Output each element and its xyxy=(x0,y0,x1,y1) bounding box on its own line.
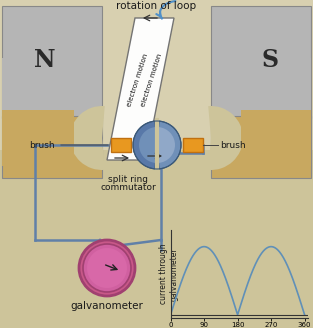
Bar xyxy=(111,138,131,152)
Bar xyxy=(211,116,311,178)
Text: electron motion: electron motion xyxy=(126,53,149,107)
Circle shape xyxy=(79,240,135,296)
Text: commutator: commutator xyxy=(100,183,156,193)
Circle shape xyxy=(83,244,131,292)
Bar xyxy=(241,110,311,166)
Text: galvanometer: galvanometer xyxy=(70,301,143,311)
Circle shape xyxy=(87,248,127,288)
Text: electron motion: electron motion xyxy=(141,53,163,107)
Wedge shape xyxy=(208,106,243,170)
Wedge shape xyxy=(157,127,175,163)
Bar xyxy=(183,138,203,152)
Bar xyxy=(0,0,313,150)
Y-axis label: current through
galvanometer: current through galvanometer xyxy=(160,244,179,304)
Bar xyxy=(2,116,102,178)
Text: brush: brush xyxy=(220,140,246,150)
Wedge shape xyxy=(70,106,105,170)
Text: brush: brush xyxy=(29,140,55,150)
Bar xyxy=(2,6,102,118)
Bar xyxy=(211,6,311,118)
Text: S: S xyxy=(261,48,279,72)
Bar xyxy=(241,58,311,110)
Bar xyxy=(2,58,74,110)
Wedge shape xyxy=(133,121,157,169)
Text: rotation of loop: rotation of loop xyxy=(116,1,196,11)
Text: split ring: split ring xyxy=(108,175,148,184)
Wedge shape xyxy=(157,121,181,169)
Text: N: N xyxy=(34,48,56,72)
Wedge shape xyxy=(139,127,157,163)
Bar xyxy=(2,110,74,166)
Polygon shape xyxy=(107,18,174,160)
